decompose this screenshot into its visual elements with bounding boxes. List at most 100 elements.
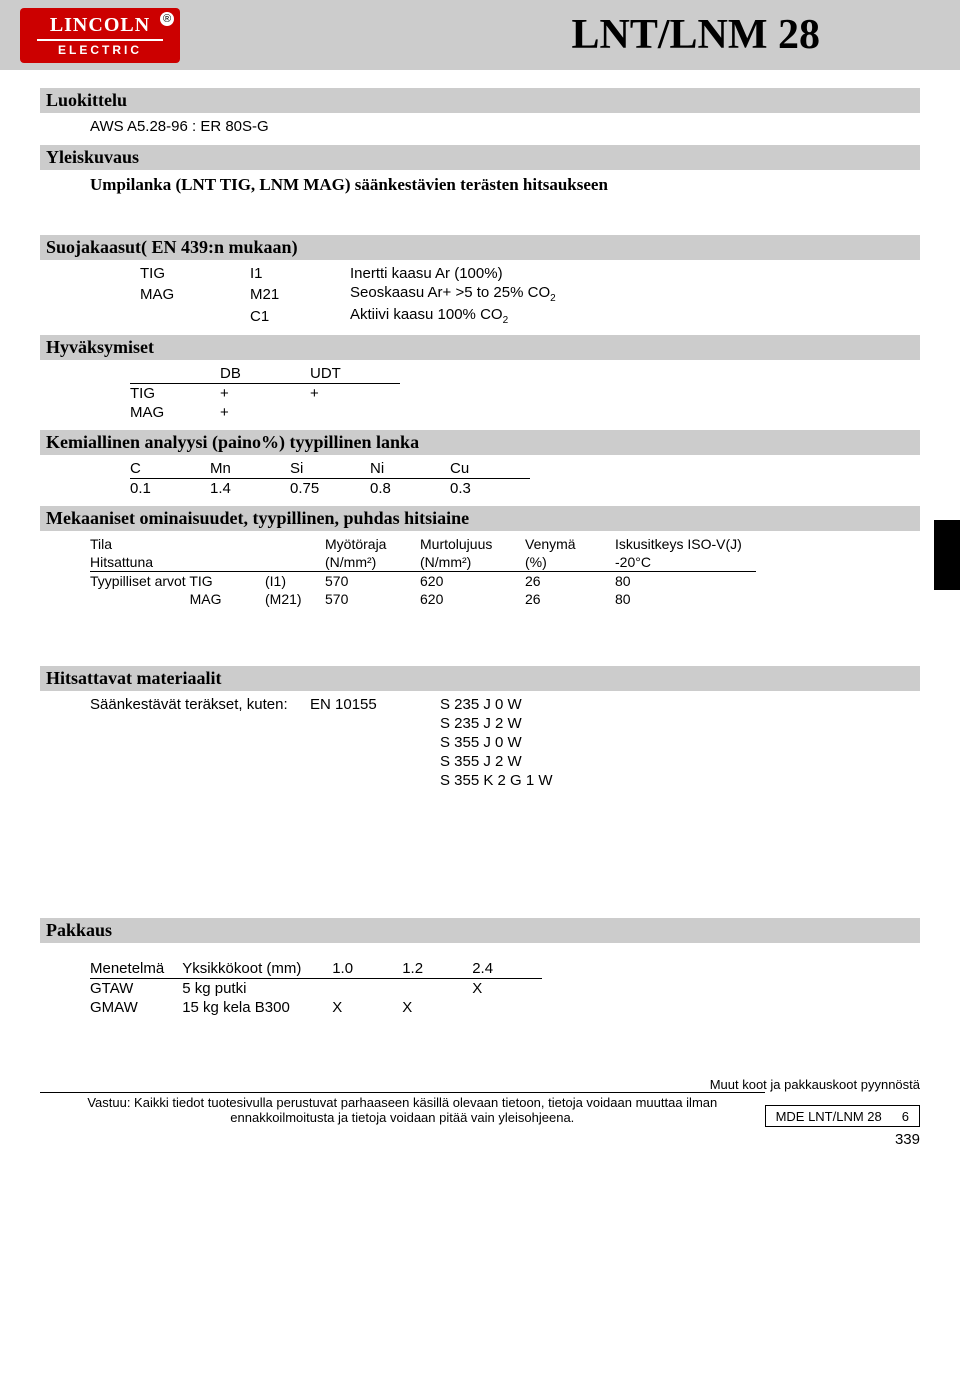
hy-h2: UDT bbox=[310, 364, 400, 384]
sk-r1-m: MAG bbox=[140, 283, 250, 305]
hi-label: Säänkestävät teräkset, kuten: bbox=[90, 695, 310, 714]
me-r2-c1: (M21) bbox=[265, 590, 325, 608]
hi-i3: S 355 J 2 W bbox=[440, 752, 571, 771]
section-hitsattavat: Hitsattavat materiaalit bbox=[40, 666, 920, 691]
hy-r1-n: MAG bbox=[130, 403, 220, 422]
sk-r0-m: TIG bbox=[140, 264, 250, 283]
me-r1-c1: (I1) bbox=[265, 572, 325, 591]
me-h1-c2: Myötöraja bbox=[325, 535, 420, 553]
ke-v2: 0.75 bbox=[290, 479, 370, 499]
ke-v0: 0.1 bbox=[130, 479, 210, 499]
me-h1-c1 bbox=[265, 535, 325, 553]
hy-r0-db: + bbox=[220, 384, 310, 404]
me-r1-c5: 80 bbox=[615, 572, 756, 591]
sk-r1-c: M21 bbox=[250, 283, 350, 305]
hi-std: EN 10155 bbox=[310, 695, 440, 714]
pa-h-c4: 2.4 bbox=[472, 959, 542, 979]
ke-v3: 0.8 bbox=[370, 479, 450, 499]
logo-bottom-text: ELECTRIC bbox=[58, 43, 142, 57]
me-r2-c3: 620 bbox=[420, 590, 525, 608]
pa-r1-c1: 5 kg putki bbox=[182, 979, 332, 999]
hy-h1: DB bbox=[220, 364, 310, 384]
pa-r1-c0: GTAW bbox=[90, 979, 182, 999]
mde-box: MDE LNT/LNM 28 6 bbox=[765, 1105, 920, 1127]
hi-i2: S 355 J 0 W bbox=[440, 733, 571, 752]
yleiskuvaus-desc: Umpilanka (LNT TIG, LNM MAG) säänkestävi… bbox=[40, 174, 920, 197]
me-h2-c3: (N/mm²) bbox=[420, 553, 525, 572]
page-number: 339 bbox=[0, 1131, 960, 1148]
section-luokittelu: Luokittelu bbox=[40, 88, 920, 113]
sk-r0-d: Inertti kaasu Ar (100%) bbox=[350, 264, 574, 283]
sk-r0-c: I1 bbox=[250, 264, 350, 283]
pa-r1-c2 bbox=[332, 979, 402, 999]
logo-top-text: LINCOLN bbox=[37, 14, 163, 41]
pa-r1-c3 bbox=[402, 979, 472, 999]
me-h1-c4: Venymä bbox=[525, 535, 615, 553]
me-h1-c5: Iskusitkeys ISO-V(J) bbox=[615, 535, 756, 553]
section-hyvaksymiset: Hyväksymiset bbox=[40, 335, 920, 360]
me-h1-c3: Murtolujuus bbox=[420, 535, 525, 553]
ke-h3: Ni bbox=[370, 459, 450, 479]
me-h2-c1 bbox=[265, 553, 325, 572]
me-r2-c2: 570 bbox=[325, 590, 420, 608]
ke-h4: Cu bbox=[450, 459, 530, 479]
me-h2-c4: (%) bbox=[525, 553, 615, 572]
suojakaasut-table: TIG I1 Inertti kaasu Ar (100%) MAG M21 S… bbox=[140, 264, 574, 327]
pakkaus-table: Menetelmä Yksikkökoot (mm) 1.0 1.2 2.4 G… bbox=[90, 959, 542, 1017]
hy-r0-udt: + bbox=[310, 384, 400, 404]
pa-r2-c4 bbox=[472, 998, 542, 1017]
me-r1-c3: 620 bbox=[420, 572, 525, 591]
sk-r2-d: Aktiivi kaasu 100% CO2 bbox=[350, 305, 574, 327]
me-r2-c0: Tyypilliset arvot MAG bbox=[90, 590, 265, 608]
registered-icon: ® bbox=[160, 12, 174, 26]
pa-h-c3: 1.2 bbox=[402, 959, 472, 979]
me-h1-c0: Tila bbox=[90, 535, 265, 553]
hy-r0-n: TIG bbox=[130, 384, 220, 404]
me-r1-c4: 26 bbox=[525, 572, 615, 591]
me-r2-c5: 80 bbox=[615, 590, 756, 608]
pa-h-c0: Menetelmä bbox=[90, 959, 182, 979]
ke-h1: Mn bbox=[210, 459, 290, 479]
me-r2-c4: 26 bbox=[525, 590, 615, 608]
pa-h-c2: 1.0 bbox=[332, 959, 402, 979]
section-kemiallinen: Kemiallinen analyysi (paino%) tyypilline… bbox=[40, 430, 920, 455]
mde-code: MDE LNT/LNM 28 bbox=[776, 1109, 882, 1124]
ke-h2: Si bbox=[290, 459, 370, 479]
pa-r2-c1: 15 kg kela B300 bbox=[182, 998, 332, 1017]
me-h2-c5: -20°C bbox=[615, 553, 756, 572]
pa-r2-c2: X bbox=[332, 998, 402, 1017]
hi-i0: S 235 J 0 W bbox=[440, 695, 571, 714]
hi-i1: S 235 J 2 W bbox=[440, 714, 571, 733]
ke-h0: C bbox=[130, 459, 210, 479]
disclaimer-text: Vastuu: Kaikki tiedot tuotesivulla perus… bbox=[40, 1092, 765, 1127]
sk-r2-m bbox=[140, 305, 250, 327]
sk-r1-d: Seoskaasu Ar+ >5 to 25% CO2 bbox=[350, 283, 574, 305]
section-yleiskuvaus: Yleiskuvaus bbox=[40, 145, 920, 170]
header-band: ® LINCOLN ELECTRIC LNT/LNM 28 bbox=[0, 0, 960, 70]
hi-i4: S 355 K 2 G 1 W bbox=[440, 771, 571, 790]
pa-r2-c3: X bbox=[402, 998, 472, 1017]
me-r1-c2: 570 bbox=[325, 572, 420, 591]
hy-r1-udt bbox=[310, 403, 400, 422]
hitsattavat-table: Säänkestävät teräkset, kuten: EN 10155 S… bbox=[90, 695, 571, 790]
ke-v1: 1.4 bbox=[210, 479, 290, 499]
hy-r1-db: + bbox=[220, 403, 310, 422]
pa-h-c1: Yksikkökoot (mm) bbox=[182, 959, 332, 979]
document-title: LNT/LNM 28 bbox=[571, 11, 820, 59]
me-h2-c2: (N/mm²) bbox=[325, 553, 420, 572]
luokittelu-text: AWS A5.28-96 : ER 80S-G bbox=[40, 117, 920, 137]
brand-logo: ® LINCOLN ELECTRIC bbox=[20, 8, 180, 63]
footer-note: Muut koot ja pakkauskoot pyynnöstä bbox=[0, 1077, 960, 1092]
ke-v4: 0.3 bbox=[450, 479, 530, 499]
mde-num: 6 bbox=[902, 1109, 909, 1124]
section-mekaaniset: Mekaaniset ominaisuudet, tyypillinen, pu… bbox=[40, 506, 920, 531]
me-h2-c0: Hitsattuna bbox=[90, 553, 265, 572]
pa-r1-c4: X bbox=[472, 979, 542, 999]
section-suojakaasut: Suojakaasut( EN 439:n mukaan) bbox=[40, 235, 920, 260]
sk-r2-c: C1 bbox=[250, 305, 350, 327]
mekaaniset-table: Tila Myötöraja Murtolujuus Venymä Iskusi… bbox=[90, 535, 756, 608]
section-pakkaus: Pakkaus bbox=[40, 918, 920, 943]
kemiallinen-table: C Mn Si Ni Cu 0.1 1.4 0.75 0.8 0.3 bbox=[130, 459, 530, 498]
pa-r2-c0: GMAW bbox=[90, 998, 182, 1017]
hyvaksymiset-table: DB UDT TIG + + MAG + bbox=[130, 364, 400, 422]
